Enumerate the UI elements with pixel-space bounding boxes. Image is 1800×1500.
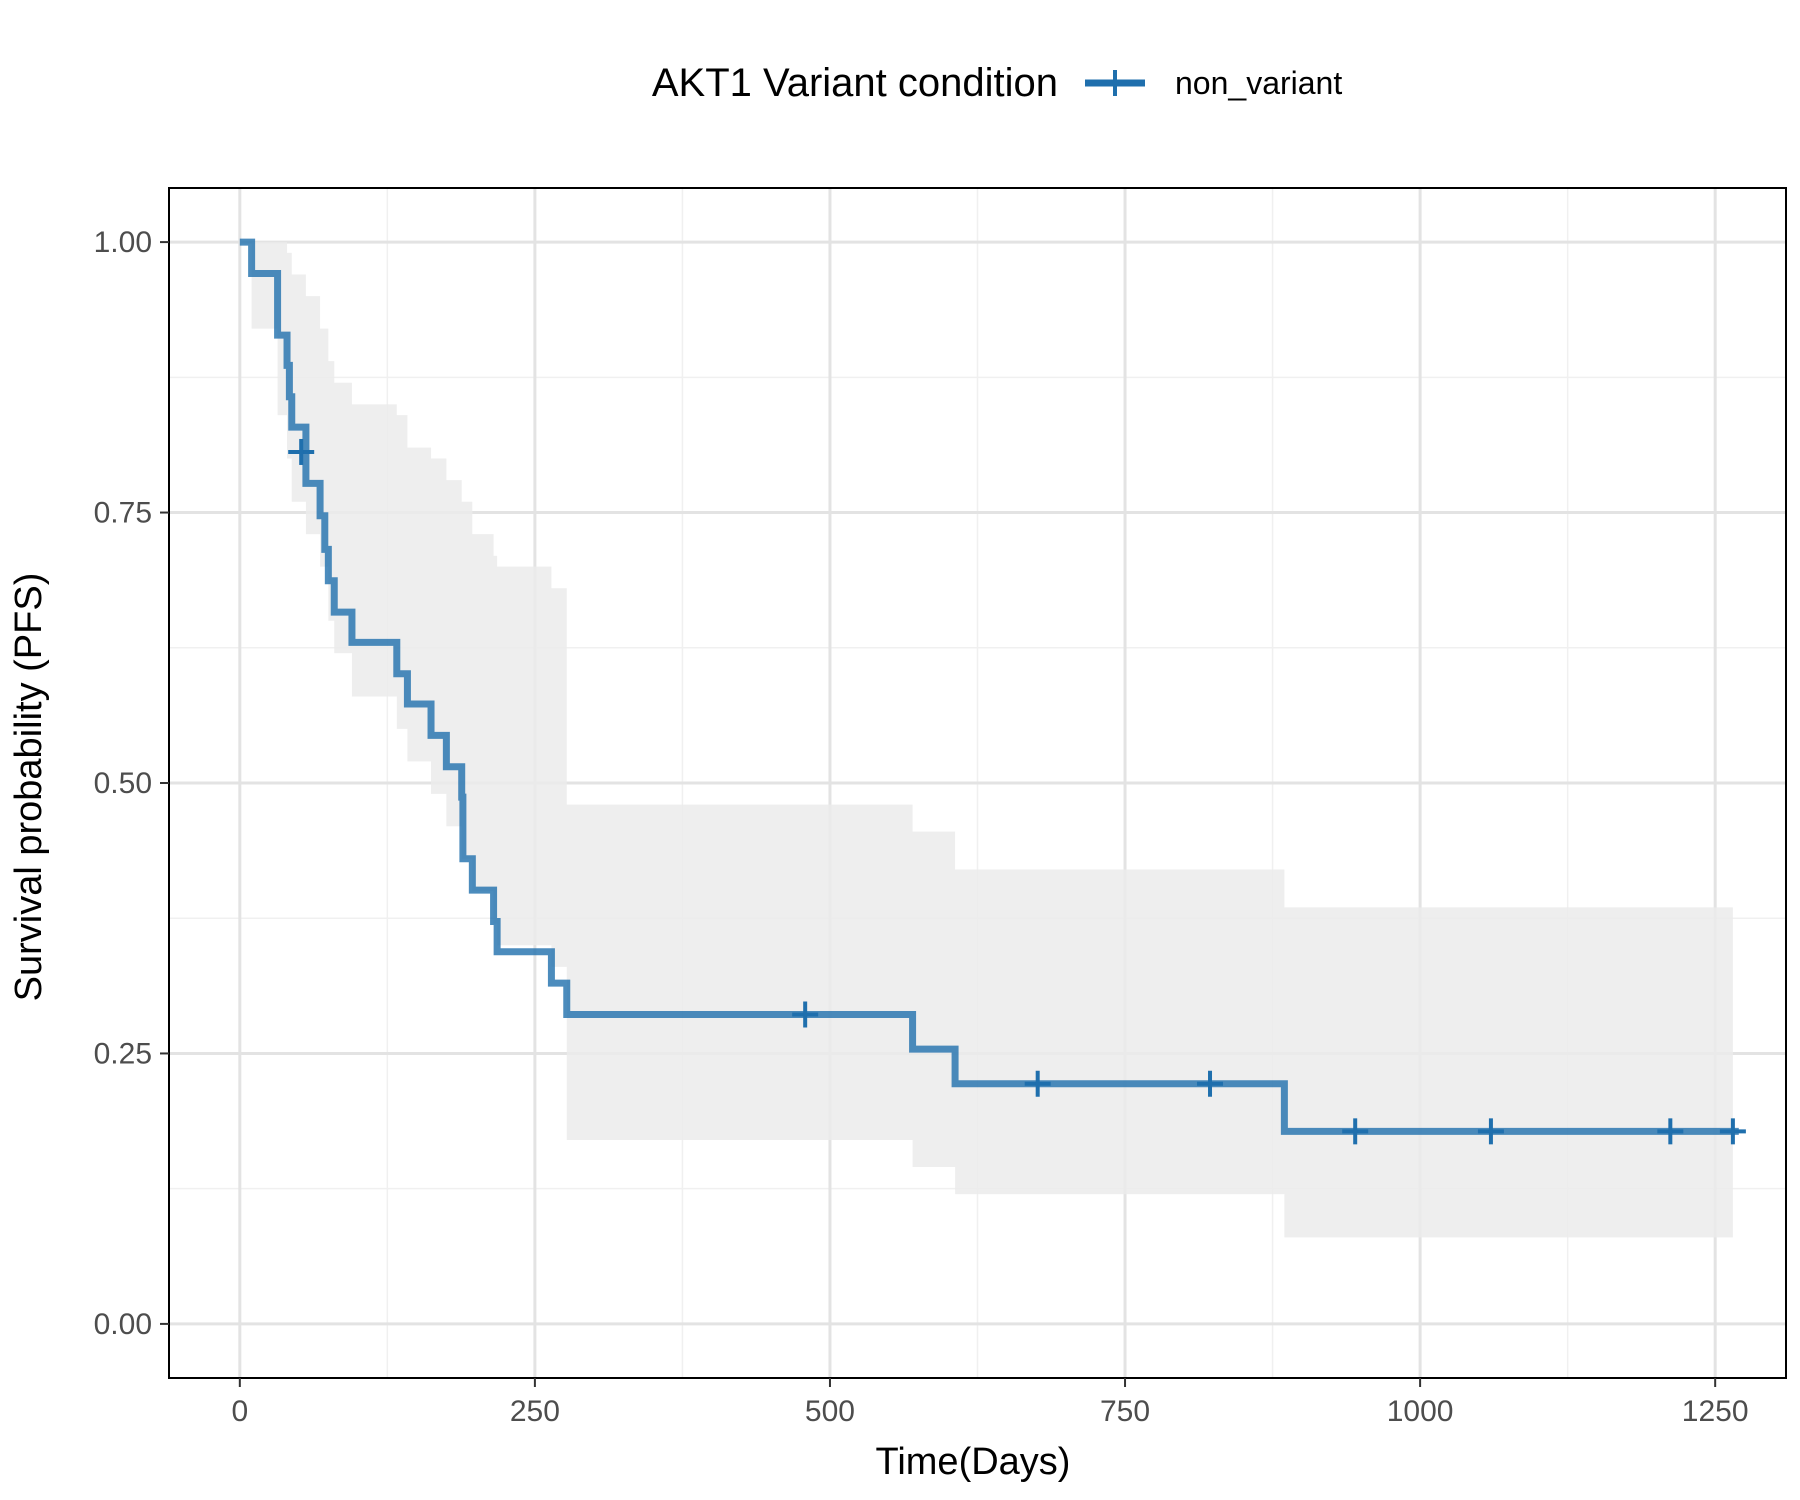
confidence-band <box>239 242 1733 1238</box>
legend-title: AKT1 Variant condition <box>652 61 1058 105</box>
censor-mark <box>1477 1118 1504 1145</box>
censor-mark <box>1657 1118 1684 1145</box>
confidence-band-area <box>239 242 1733 1238</box>
legend-label-non-variant: non_variant <box>1175 65 1342 101</box>
legend-key-non-variant <box>1085 70 1145 96</box>
survival-step-line <box>239 238 1739 1135</box>
x-axis-title: Time(Days) <box>876 1441 1071 1483</box>
censor-mark <box>1197 1070 1224 1097</box>
censor-mark <box>1719 1118 1746 1145</box>
legend: AKT1 Variant condition non_variant <box>652 61 1343 105</box>
y-axis: 0.00 0.25 0.50 0.75 1.00 <box>94 226 169 1341</box>
x-tick-label: 1000 <box>1387 1395 1454 1428</box>
y-tick-label: 0.75 <box>94 497 152 530</box>
y-tick-label: 0.00 <box>94 1308 152 1341</box>
censor-mark <box>792 1001 819 1028</box>
x-tick-label: 1250 <box>1682 1395 1749 1428</box>
x-tick-label: 500 <box>805 1395 855 1428</box>
survival-curve <box>239 238 1739 1135</box>
censor-mark <box>1024 1070 1051 1097</box>
x-tick-label: 0 <box>231 1395 248 1428</box>
censor-mark <box>1342 1118 1369 1145</box>
censor-marks <box>288 438 1746 1145</box>
y-tick-label: 1.00 <box>94 226 152 259</box>
y-tick-label: 0.25 <box>94 1037 152 1070</box>
x-tick-label: 750 <box>1100 1395 1150 1428</box>
x-axis: 0 250 500 750 1000 1250 <box>231 1378 1749 1428</box>
x-tick-label: 250 <box>510 1395 560 1428</box>
censor-mark <box>288 438 315 465</box>
y-axis-title: Survival probability (PFS) <box>8 573 50 1002</box>
y-tick-label: 0.50 <box>94 767 152 800</box>
